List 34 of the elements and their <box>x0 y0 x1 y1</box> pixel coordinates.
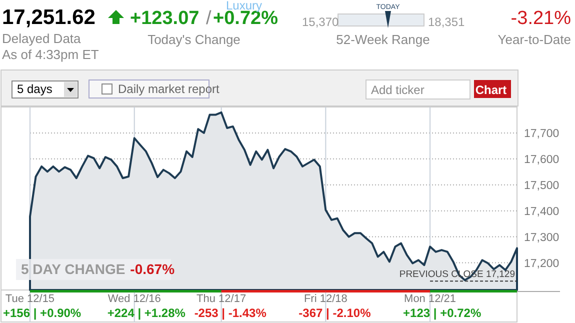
y-tick-label: 17,700 <box>524 128 560 140</box>
text: -253 | -1.43% <box>194 306 267 320</box>
text: Delayed Data <box>2 31 82 46</box>
text: Luxury <box>226 0 262 12</box>
text: 52-Week Range <box>336 32 430 47</box>
text: +123.07 <box>130 8 200 29</box>
text: Year-to-Date <box>498 32 571 47</box>
text: / <box>206 8 212 29</box>
text: -3.21% <box>510 8 572 29</box>
x-tick-label: Wed 12/16 <box>108 293 161 305</box>
text: 18,351 <box>428 15 466 29</box>
y-tick-label: 17,500 <box>524 180 560 192</box>
text: 15,370 <box>302 15 340 29</box>
text: +224 | +1.28% <box>107 306 186 320</box>
text: Add ticker <box>371 83 424 97</box>
text: 17,251.62 <box>2 6 96 29</box>
y-tick-label: 17,600 <box>524 154 560 166</box>
text: As of 4:33pm ET <box>2 47 99 62</box>
x-tick-label: Mon 12/21 <box>404 293 456 305</box>
annotation: 5 DAY CHANGE <box>21 261 126 277</box>
text: +156 | +0.90% <box>3 306 82 320</box>
y-tick-label: 17,200 <box>524 258 560 270</box>
text: Chart <box>475 83 507 97</box>
x-tick-label: Fri 12/18 <box>304 293 348 305</box>
text: 5 days <box>17 82 52 96</box>
x-tick-label: Thu 12/17 <box>196 293 246 305</box>
y-tick-label: 17,300 <box>524 232 560 244</box>
y-tick-label: 17,400 <box>524 206 560 218</box>
annotation: -0.67% <box>130 261 176 277</box>
text: +123 | +0.72% <box>403 306 482 320</box>
text: -367 | -2.10% <box>298 306 372 320</box>
x-tick-label: Tue 12/15 <box>5 293 55 305</box>
text: Daily market report <box>118 82 220 96</box>
text: Today's Change <box>148 32 240 47</box>
